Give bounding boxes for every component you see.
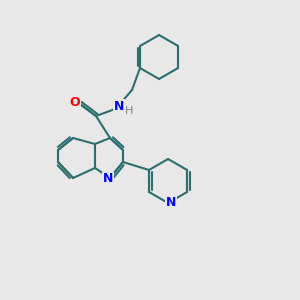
Text: N: N — [114, 100, 124, 112]
Text: O: O — [70, 95, 80, 109]
Text: N: N — [166, 196, 176, 208]
Text: H: H — [125, 106, 133, 116]
Text: N: N — [103, 172, 113, 185]
